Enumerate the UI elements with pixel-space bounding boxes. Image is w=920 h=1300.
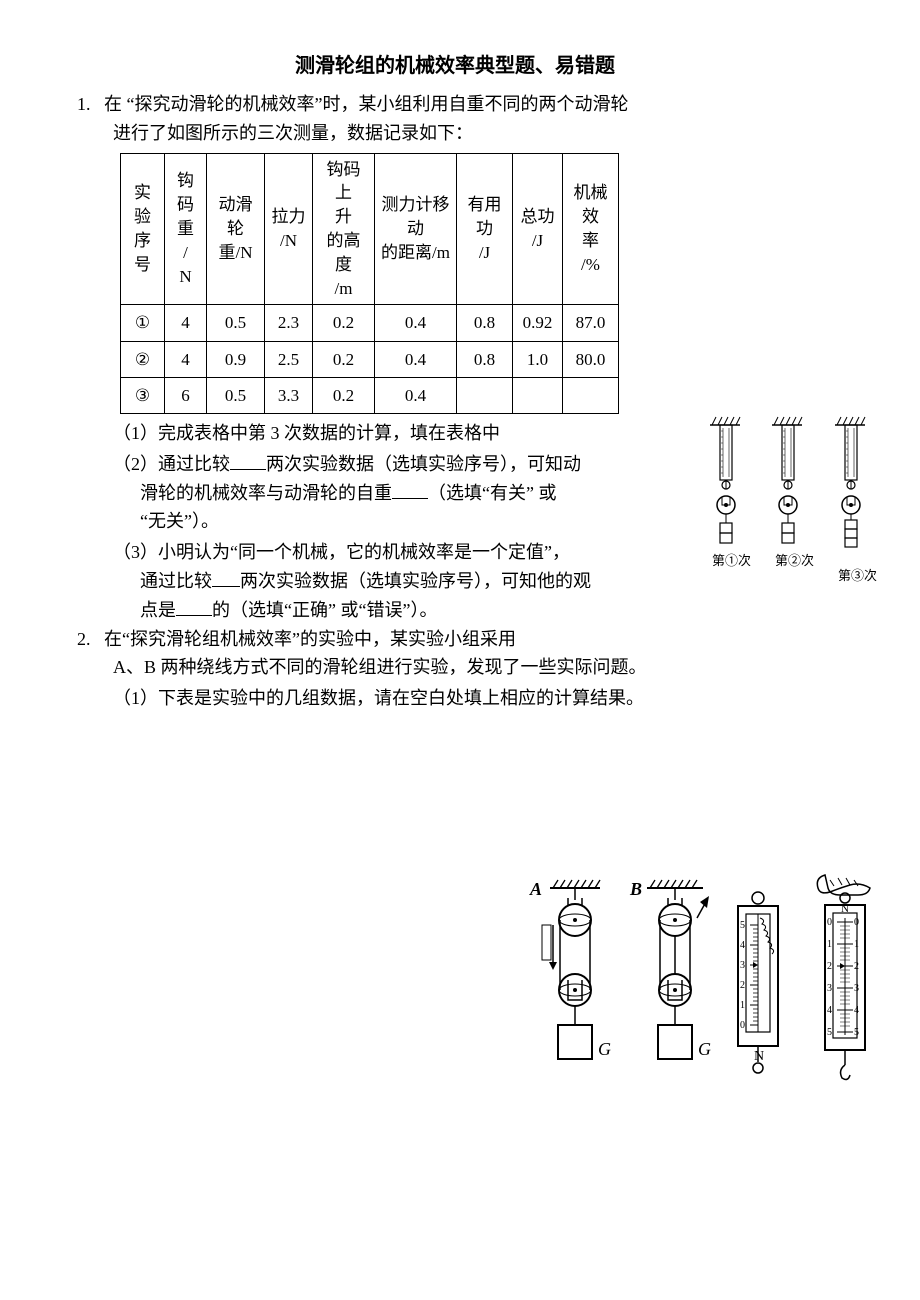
cell: 0.9 [207,341,265,377]
q1-sub3-line3: 点是 的（选填“正确” 或“错误”）。 [50,596,600,625]
table-row: ③ 6 0.5 3.3 0.2 0.4 [121,377,619,413]
th-height: 钩码上升的高度/m [313,153,375,305]
svg-text:3: 3 [827,983,832,994]
q1-intro-text1: 在 “探究动滑轮的机械效率”时，某小组利用自重不同的两个动滑轮 [104,94,628,114]
table-header-row: 实验序号 钩码重/N 动滑轮重/N 拉力/N 钩码上升的高度/m 测力计移动的距… [121,153,619,305]
cell: 0.4 [375,305,457,341]
svg-text:4: 4 [827,1005,832,1016]
cell: 6 [165,377,207,413]
table-row: ① 4 0.5 2.3 0.2 0.4 0.8 0.92 87.0 [121,305,619,341]
table-row: ② 4 0.9 2.5 0.2 0.4 0.8 1.0 80.0 [121,341,619,377]
svg-text:4: 4 [854,1005,859,1016]
q1-sub3-line2b: 两次实验数据（选填实验序号），可知他的观 [240,571,591,591]
q1-sub2-line2: 滑轮的机械效率与动滑轮的自重 （选填“有关” 或 [50,479,600,508]
th-useful: 有用功/J [457,153,513,305]
q1-sub2-line2a: 滑轮的机械效率与动滑轮的自重 [140,483,392,503]
q2-intro-text1: 在“探究滑轮组机械效率”的实验中，某实验小组采用 [104,629,516,649]
q1-sub2: （2）通过比较 两次实验数据（选填实验序号），可知动 [50,450,600,479]
th-pull: 拉力/N [265,153,313,305]
diagram-label-1: 第①次 [712,553,751,568]
svg-text:5: 5 [740,920,745,931]
q1-sub3-line3a: 点是 [140,600,176,620]
blank-input[interactable] [230,450,266,470]
q1-data-table: 实验序号 钩码重/N 动滑轮重/N 拉力/N 钩码上升的高度/m 测力计移动的距… [120,153,619,414]
svg-text:4: 4 [740,940,745,951]
svg-text:2: 2 [854,961,859,972]
cell: 2.5 [265,341,313,377]
svg-text:3: 3 [740,960,745,971]
cell: 0.2 [313,305,375,341]
blank-input[interactable] [176,596,212,616]
diagram-label-2: 第②次 [775,553,814,568]
svg-text:0: 0 [854,917,859,928]
cell: 0.8 [457,305,513,341]
blank-input[interactable] [212,567,240,587]
pulley-diagram-q1: 第①次 第②次 第③次 [700,405,895,585]
cell: 0.2 [313,377,375,413]
svg-text:N: N [841,903,849,915]
svg-text:0: 0 [827,917,832,928]
diagram-label-3: 第③次 [838,568,877,583]
svg-text:3: 3 [854,983,859,994]
th-eff: 机械效率/% [563,153,619,305]
svg-text:1: 1 [827,939,832,950]
svg-text:G: G [598,1039,611,1059]
blank-input[interactable] [392,479,428,499]
svg-text:0: 0 [740,1020,745,1031]
svg-text:5: 5 [854,1027,859,1038]
cell: ③ [121,377,165,413]
cell: ① [121,305,165,341]
q1-number: 1. [77,94,91,114]
svg-text:2: 2 [740,980,745,991]
q1-intro-line1: 1. 在 “探究动滑轮的机械效率”时，某小组利用自重不同的两个动滑轮 [50,90,860,119]
svg-text:A: A [529,879,542,899]
th-dist: 测力计移动的距离/m [375,153,457,305]
cell: 0.5 [207,377,265,413]
cell: 87.0 [563,305,619,341]
cell: ② [121,341,165,377]
pulley-diagram-q2: A G B [510,870,890,1110]
th-exp: 实验序号 [121,153,165,305]
svg-text:N: N [754,1049,764,1064]
cell: 0.92 [513,305,563,341]
q1-intro-line2: 进行了如图所示的三次测量，数据记录如下： [50,119,860,148]
svg-text:1: 1 [740,1000,745,1011]
svg-text:2: 2 [827,961,832,972]
q1-sub3-line2: 通过比较 两次实验数据（选填实验序号），可知他的观 [50,567,600,596]
q2-intro-line1: 2. 在“探究滑轮组机械效率”的实验中，某实验小组采用 [50,625,610,654]
svg-text:1: 1 [854,939,859,950]
q1-sub3: （3）小明认为“同一个机械，它的机械效率是一个定值”， [50,538,600,567]
cell [513,377,563,413]
q2-number: 2. [77,629,91,649]
q2-intro-line2: A、B 两种绕线方式不同的滑轮组进行实验，发现了一些实际问题。 [50,653,860,682]
cell: 0.4 [375,341,457,377]
svg-text:5: 5 [827,1027,832,1038]
cell: 3.3 [265,377,313,413]
cell: 80.0 [563,341,619,377]
svg-text:B: B [629,879,642,899]
q1-sub2-line3: “无关”）。 [50,507,600,536]
cell: 2.3 [265,305,313,341]
th-total: 总功/J [513,153,563,305]
q1-sub2-part2: 两次实验数据（选填实验序号），可知动 [266,454,581,474]
q1-sub3-line3b: 的（选填“正确” 或“错误”）。 [212,600,437,620]
q1-sub2-line2b: （选填“有关” 或 [428,483,556,503]
cell [457,377,513,413]
cell: 0.5 [207,305,265,341]
th-weight: 钩码重/N [165,153,207,305]
q1-sub3-line2a: 通过比较 [140,571,212,591]
cell: 4 [165,305,207,341]
cell: 1.0 [513,341,563,377]
cell [563,377,619,413]
cell: 0.2 [313,341,375,377]
cell: 0.8 [457,341,513,377]
q1-sub2-part1: （2）通过比较 [113,454,230,474]
q2-sub1: （1）下表是实验中的几组数据，请在空白处填上相应的计算结果。 [50,684,860,713]
main-title: 测滑轮组的机械效率典型题、易错题 [50,50,860,82]
cell: 0.4 [375,377,457,413]
cell: 4 [165,341,207,377]
svg-text:G: G [698,1039,711,1059]
th-pulley: 动滑轮重/N [207,153,265,305]
